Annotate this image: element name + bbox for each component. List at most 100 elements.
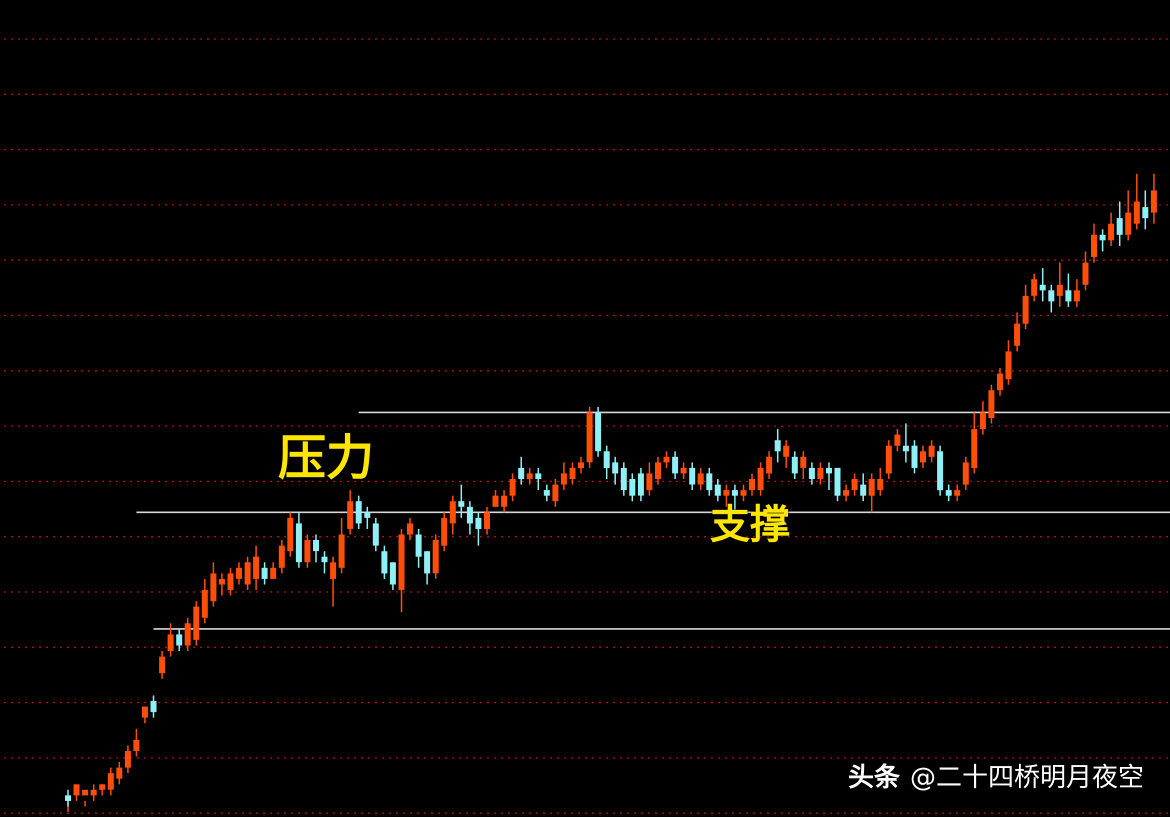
candle (372, 517, 379, 552)
candle (646, 462, 653, 496)
candle (817, 462, 824, 485)
candle (73, 784, 80, 801)
candle-body (894, 434, 901, 446)
candle-body (167, 634, 174, 651)
candle (441, 512, 448, 552)
candle-body (774, 440, 781, 452)
candle (723, 484, 730, 507)
candle-body (441, 517, 448, 546)
candle-body (1133, 201, 1140, 224)
candle-body (646, 473, 653, 491)
candle-body (937, 451, 944, 491)
candle (184, 617, 191, 651)
candle (1014, 312, 1021, 352)
candle-body (988, 390, 995, 418)
candle-body (372, 523, 379, 546)
candle (201, 578, 208, 624)
candle-body (1082, 262, 1089, 285)
candle (1116, 201, 1123, 246)
candle-body (501, 495, 508, 507)
candle (1005, 340, 1012, 385)
candle-body (920, 451, 926, 463)
candle (124, 745, 131, 774)
candle (1125, 190, 1132, 241)
candle-body (834, 467, 841, 496)
candle-body (526, 473, 533, 479)
candle (774, 429, 781, 463)
candle-body (116, 767, 123, 779)
candle (1048, 284, 1055, 313)
candle-body (663, 456, 670, 463)
candle-body (287, 517, 294, 552)
candle-body (458, 501, 465, 507)
candle (159, 651, 166, 679)
candle-body (979, 412, 986, 429)
candle (1022, 284, 1029, 330)
candle-body (1150, 190, 1157, 213)
candle-body (962, 462, 969, 485)
candle-body (65, 795, 71, 801)
candle (82, 789, 89, 807)
candles (65, 173, 1157, 812)
candle (167, 623, 174, 657)
candle (629, 473, 636, 502)
candle-body (484, 512, 490, 529)
candle (1142, 190, 1149, 230)
candle (1039, 268, 1046, 302)
candle (1082, 251, 1089, 291)
candle-body (689, 467, 696, 485)
candle-body (723, 490, 730, 496)
candle (501, 490, 508, 513)
candle (313, 534, 319, 563)
candle (432, 534, 439, 579)
candle (672, 451, 679, 479)
candle-body (1048, 290, 1055, 302)
candle (1056, 262, 1063, 307)
candle-body (466, 506, 473, 524)
candle-body (330, 562, 337, 579)
candle (244, 556, 251, 590)
candle-body (706, 473, 713, 491)
candle (65, 789, 71, 807)
candle-body (449, 501, 456, 524)
candle (526, 467, 533, 485)
candle (552, 479, 559, 507)
candle-body (278, 545, 285, 568)
candle-body (475, 517, 482, 529)
candle (210, 562, 217, 607)
candle-body (655, 462, 661, 479)
candle (287, 512, 294, 557)
candle-body (107, 773, 114, 790)
candle-body (560, 473, 567, 485)
candle (971, 412, 978, 474)
candle (1091, 223, 1097, 263)
candle (381, 545, 388, 579)
candle-body (928, 445, 935, 457)
candle-body (1125, 212, 1132, 235)
candle-body (261, 567, 268, 579)
candle (304, 534, 311, 568)
candle-body (954, 490, 961, 496)
candle (133, 728, 140, 757)
candle-body (766, 456, 773, 474)
candle-body (971, 429, 978, 468)
candle-body (1116, 218, 1123, 235)
watermark-brand: 头条 (847, 763, 900, 793)
candle-body (321, 556, 328, 563)
candle (415, 529, 422, 568)
candle-body (518, 467, 525, 479)
candle-body (355, 501, 362, 524)
candle-body (304, 540, 311, 563)
candle (176, 628, 183, 651)
candle-body (1142, 207, 1149, 219)
candle-body (569, 467, 576, 479)
candle-body (945, 490, 952, 496)
candle (663, 451, 670, 468)
candle-body (176, 634, 183, 646)
candle-body (141, 706, 148, 718)
candle-body (714, 484, 721, 496)
resistance-label: 压力 (278, 430, 375, 486)
candle-body (783, 445, 790, 457)
candle-body (612, 462, 619, 474)
